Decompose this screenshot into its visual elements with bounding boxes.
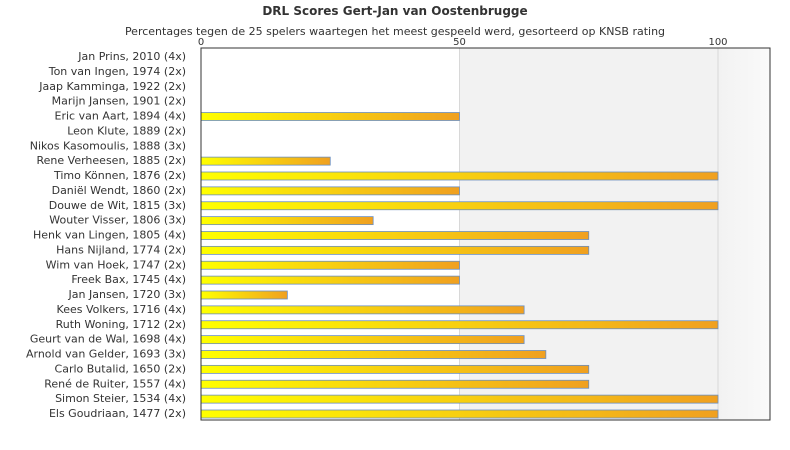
category-label: Rene Verheesen, 1885 (2x): [37, 154, 186, 167]
category-label: Jan Prins, 2010 (4x): [77, 50, 186, 63]
bar: [200, 305, 525, 315]
category-label: Nikos Kasomoulis, 1888 (3x): [30, 139, 186, 152]
category-label: René de Ruiter, 1557 (4x): [44, 377, 186, 390]
bar: [200, 394, 719, 404]
plot-band-edge: [718, 48, 770, 420]
category-label: Marijn Jansen, 1901 (2x): [52, 95, 186, 108]
category-label: Timo Können, 1876 (2x): [53, 169, 186, 182]
category-label: Geurt van de Wal, 1698 (4x): [30, 333, 186, 346]
chart-subtitle: Percentages tegen de 25 spelers waartege…: [124, 25, 666, 38]
bar: [200, 201, 719, 211]
category-label: Wim van Hoek, 1747 (2x): [46, 258, 186, 271]
bar: [200, 290, 288, 300]
category-label: Jan Jansen, 1720 (3x): [68, 288, 186, 301]
category-label: Hans Nijland, 1774 (2x): [56, 243, 186, 256]
bar: [200, 171, 719, 181]
bar: [200, 320, 719, 330]
category-label: Ton van Ingen, 1974 (2x): [48, 65, 186, 78]
x-tick-label: 100: [708, 37, 727, 48]
category-label: Eric van Aart, 1894 (4x): [55, 110, 186, 123]
category-label: Jaap Kamminga, 1922 (2x): [38, 80, 186, 93]
category-label: Kees Volkers, 1716 (4x): [57, 303, 186, 316]
bar: [200, 409, 719, 419]
bar: [200, 364, 590, 374]
category-label: Freek Bax, 1745 (4x): [71, 273, 186, 286]
bar: [200, 379, 590, 389]
x-tick-label: 50: [453, 37, 466, 48]
bar: [200, 231, 590, 240]
category-label: Ruth Woning, 1712 (2x): [56, 318, 186, 331]
chart-title: DRL Scores Gert-Jan van Oostenbrugge: [262, 4, 528, 18]
bar: [200, 216, 374, 226]
bar: [200, 112, 460, 121]
category-label: Leon Klute, 1889 (2x): [67, 124, 186, 137]
bar: [200, 335, 525, 345]
category-label: Daniël Wendt, 1860 (2x): [52, 184, 186, 197]
bar: [200, 186, 460, 196]
x-tick-label: 0: [198, 37, 204, 48]
bar: [200, 156, 331, 166]
category-label: Douwe de Wit, 1815 (3x): [49, 199, 186, 212]
bar: [200, 275, 460, 285]
category-label: Els Goudriaan, 1477 (2x): [49, 407, 186, 420]
bar: [200, 260, 460, 270]
category-label: Wouter Visser, 1806 (3x): [49, 214, 186, 227]
category-label: Carlo Butalid, 1650 (2x): [55, 362, 186, 375]
category-label: Henk van Lingen, 1805 (4x): [33, 229, 186, 242]
plot-frame: [200, 47, 771, 421]
bar: [200, 245, 590, 255]
category-label: Arnold van Gelder, 1693 (3x): [26, 348, 186, 361]
bar: [200, 350, 547, 359]
category-label: Simon Steier, 1534 (4x): [55, 392, 186, 405]
